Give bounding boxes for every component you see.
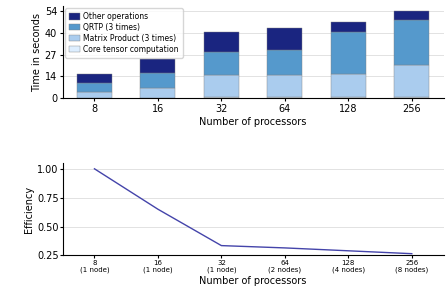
Bar — [141, 97, 175, 98]
Bar — [77, 74, 112, 83]
Bar — [267, 97, 302, 98]
Bar — [267, 75, 302, 97]
Bar — [394, 65, 429, 97]
Bar — [77, 83, 112, 92]
Bar — [204, 75, 239, 97]
Bar — [77, 97, 112, 98]
Bar — [267, 28, 302, 50]
Y-axis label: Efficiency: Efficiency — [24, 186, 34, 233]
Bar — [394, 20, 429, 65]
Bar — [141, 73, 175, 88]
Bar — [141, 88, 175, 97]
Bar — [204, 52, 239, 75]
Bar — [394, 11, 429, 20]
Legend: Other operations, QRTP (3 times), Matrix Product (3 times), Core tensor computat: Other operations, QRTP (3 times), Matrix… — [65, 8, 183, 58]
Bar — [331, 31, 366, 74]
Bar — [204, 97, 239, 98]
Bar — [394, 97, 429, 98]
Y-axis label: Time in seconds: Time in seconds — [32, 13, 42, 92]
Bar — [141, 59, 175, 73]
Bar — [331, 74, 366, 97]
Bar — [331, 97, 366, 98]
Bar — [267, 50, 302, 75]
X-axis label: Number of processors: Number of processors — [199, 276, 307, 286]
Bar — [204, 31, 239, 52]
Bar — [77, 92, 112, 97]
X-axis label: Number of processors: Number of processors — [199, 117, 307, 127]
Bar — [331, 22, 366, 31]
